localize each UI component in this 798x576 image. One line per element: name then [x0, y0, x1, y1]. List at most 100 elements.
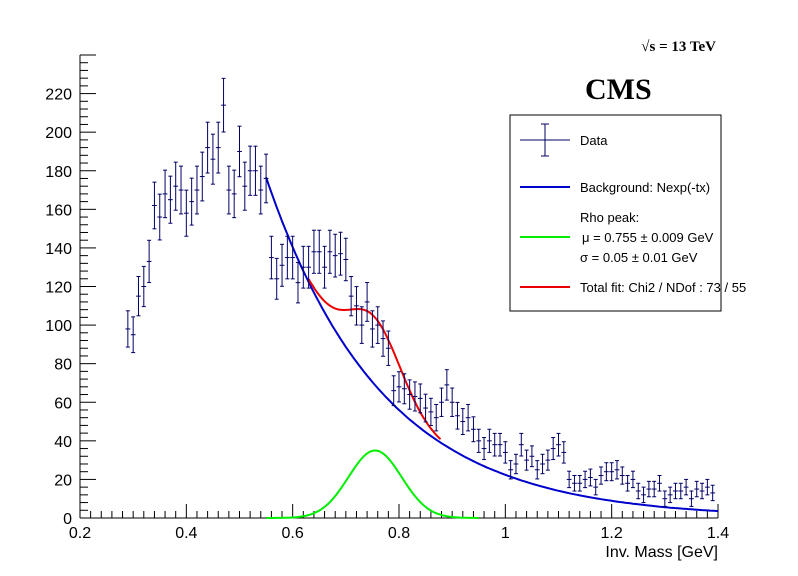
data-point [306, 245, 312, 289]
data-point [476, 428, 482, 453]
data-point [566, 470, 572, 489]
data-point [455, 401, 460, 430]
data-point [641, 486, 646, 504]
data-point [316, 229, 322, 274]
data-point [274, 257, 280, 300]
data-point [194, 165, 200, 215]
data-point [359, 306, 365, 344]
x-tick-label: 0.4 [175, 525, 197, 542]
legend-rho-title: Rho peak: [580, 210, 639, 225]
data-point [635, 482, 641, 500]
data-point [662, 490, 668, 507]
data-point [609, 462, 615, 482]
data-points [125, 77, 716, 507]
data-point [152, 181, 157, 230]
y-tick-label: 100 [45, 318, 72, 335]
y-tick-label: 40 [54, 434, 72, 451]
y-tick-label: 20 [54, 472, 72, 489]
data-point [471, 416, 476, 443]
data-point [391, 375, 397, 407]
y-tick-label: 220 [45, 87, 72, 104]
x-tick-label: 0.2 [69, 525, 91, 542]
data-point [524, 449, 529, 471]
data-point [284, 235, 290, 280]
data-point [588, 468, 593, 487]
data-point [269, 235, 274, 280]
y-tick-label: 120 [45, 280, 72, 297]
data-point [125, 310, 131, 348]
x-tick-label: 0.6 [282, 525, 304, 542]
data-point [370, 310, 375, 348]
data-point [502, 441, 508, 464]
data-point [141, 265, 147, 308]
data-point [183, 189, 189, 237]
data-point [167, 175, 173, 224]
data-point [189, 177, 195, 226]
data-point [157, 193, 163, 241]
data-point [295, 261, 301, 304]
data-point [689, 490, 694, 507]
data-point [614, 460, 620, 480]
data-point [205, 121, 210, 174]
data-point [497, 432, 503, 457]
data-point [354, 286, 359, 326]
data-point [130, 316, 136, 354]
x-axis-title: Inv. Mass [GeV] [605, 544, 718, 561]
data-point [199, 151, 205, 202]
data-point [710, 484, 716, 502]
data-point [651, 480, 657, 498]
data-point [603, 462, 609, 482]
data-point [300, 245, 306, 289]
data-point [444, 369, 450, 401]
fit-curves [265, 176, 719, 519]
energy-label: √s = 13 TeV [641, 39, 716, 55]
data-point [540, 453, 545, 475]
x-axis: 0.2 0.4 0.6 0.8 1 1.2 1.4 [69, 504, 729, 542]
data-point [561, 441, 567, 464]
data-point [678, 482, 684, 500]
data-point [338, 231, 343, 276]
data-point [311, 229, 317, 274]
data-point [332, 233, 338, 278]
data-point [364, 282, 370, 322]
data-point [667, 486, 673, 504]
data-point [619, 466, 625, 485]
x-tick-label: 1 [501, 525, 510, 542]
data-point [322, 245, 327, 289]
data-point [433, 403, 439, 432]
data-point [290, 235, 296, 280]
y-axis: 0 20 40 60 80 100 120 140 160 180 200 220 [45, 54, 96, 528]
legend-rho-sigma: σ = 0.05 ± 0.01 GeV [580, 250, 698, 265]
data-point [215, 121, 221, 174]
data-point [598, 466, 604, 485]
total-fit-curve [307, 278, 442, 440]
data-point [221, 77, 226, 133]
data-point [247, 145, 253, 196]
data-point [683, 478, 689, 496]
data-point [173, 161, 179, 211]
data-point [423, 393, 428, 423]
data-point [572, 474, 577, 492]
data-point [210, 133, 216, 185]
data-point [428, 397, 434, 426]
rho-peak-curve [266, 449, 479, 519]
data-point [343, 237, 349, 282]
data-point [231, 169, 237, 219]
data-point [226, 165, 232, 215]
data-point [529, 445, 535, 468]
y-tick-label: 80 [54, 357, 72, 374]
data-point [439, 387, 444, 417]
data-point [630, 470, 636, 489]
data-point [263, 153, 269, 204]
legend-background-label: Background: Nexp(-tx) [580, 180, 710, 195]
data-point [348, 275, 354, 317]
data-point [625, 474, 631, 492]
data-point [582, 470, 588, 489]
y-tick-label: 180 [45, 164, 72, 181]
data-point [146, 239, 152, 284]
data-point [385, 330, 391, 366]
data-point [375, 306, 381, 344]
data-point [465, 403, 471, 432]
data-point [242, 161, 248, 211]
